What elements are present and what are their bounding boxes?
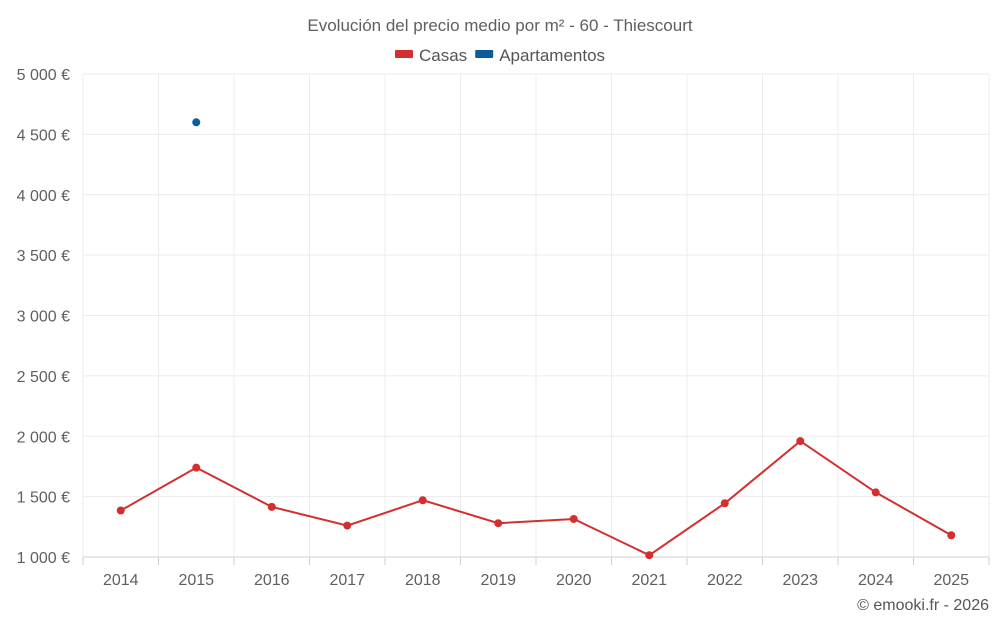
x-tick-label: 2021 bbox=[631, 572, 667, 589]
series bbox=[116, 118, 956, 560]
x-tick-label: 2016 bbox=[254, 572, 290, 589]
x-tick-label: 2019 bbox=[480, 572, 516, 589]
data-point[interactable] bbox=[192, 118, 201, 127]
y-tick-label: 2 500 € bbox=[17, 369, 70, 386]
data-point[interactable] bbox=[645, 551, 654, 560]
y-tick-label: 1 500 € bbox=[17, 490, 70, 507]
y-tick-label: 4 500 € bbox=[17, 127, 70, 144]
y-tick-label: 4 000 € bbox=[17, 188, 70, 205]
data-point[interactable] bbox=[871, 488, 880, 497]
legend-label: Apartamentos bbox=[499, 46, 605, 65]
x-tick-label: 2015 bbox=[178, 572, 214, 589]
x-tick-label: 2024 bbox=[858, 572, 894, 589]
y-axis-ticks: 1 000 € 1 500 € 2 000 € 2 500 € 3 000 € 3 500… bbox=[17, 67, 70, 567]
y-tick-label: 2 000 € bbox=[17, 429, 70, 446]
x-tick-label: 2023 bbox=[782, 572, 818, 589]
data-point[interactable] bbox=[267, 502, 276, 511]
data-point[interactable] bbox=[192, 463, 201, 472]
series-apartamentos bbox=[192, 118, 201, 127]
legend-label: Casas bbox=[419, 46, 467, 65]
x-tick-label: 2017 bbox=[329, 572, 365, 589]
data-point[interactable] bbox=[116, 506, 125, 515]
legend-item-apartamentos[interactable]: Apartamentos bbox=[475, 46, 605, 65]
y-tick-label: 5 000 € bbox=[17, 67, 70, 84]
x-tick-label: 2022 bbox=[707, 572, 743, 589]
x-tick-label: 2025 bbox=[933, 572, 969, 589]
data-point[interactable] bbox=[720, 499, 729, 508]
data-point[interactable] bbox=[343, 521, 352, 530]
credit-text: © emooki.fr - 2026 bbox=[857, 597, 989, 614]
series-casas bbox=[116, 437, 956, 560]
legend-swatch bbox=[475, 50, 494, 58]
data-point[interactable] bbox=[494, 519, 503, 528]
y-tick-label: 3 000 € bbox=[17, 309, 70, 326]
data-point[interactable] bbox=[947, 531, 956, 540]
x-tick-label: 2018 bbox=[405, 572, 441, 589]
x-axis-ticks: 2014 2015 2016 2017 2018 2019 2020 2021 2022 2023… bbox=[82, 557, 990, 589]
legend: Casas Apartamentos bbox=[395, 46, 605, 65]
legend-swatch bbox=[395, 50, 413, 58]
data-point[interactable] bbox=[418, 496, 427, 505]
data-point[interactable] bbox=[569, 514, 578, 523]
legend-item-casas[interactable]: Casas bbox=[395, 46, 467, 65]
y-tick-label: 1 000 € bbox=[17, 550, 70, 567]
chart-title: Evolución del precio medio por m² - 60 -… bbox=[307, 16, 692, 35]
series-line bbox=[120, 439, 952, 557]
y-tick-label: 3 500 € bbox=[17, 248, 70, 265]
x-tick-label: 2020 bbox=[556, 572, 592, 589]
data-point[interactable] bbox=[796, 437, 805, 446]
grid bbox=[82, 73, 990, 558]
x-tick-label: 2014 bbox=[103, 572, 139, 589]
